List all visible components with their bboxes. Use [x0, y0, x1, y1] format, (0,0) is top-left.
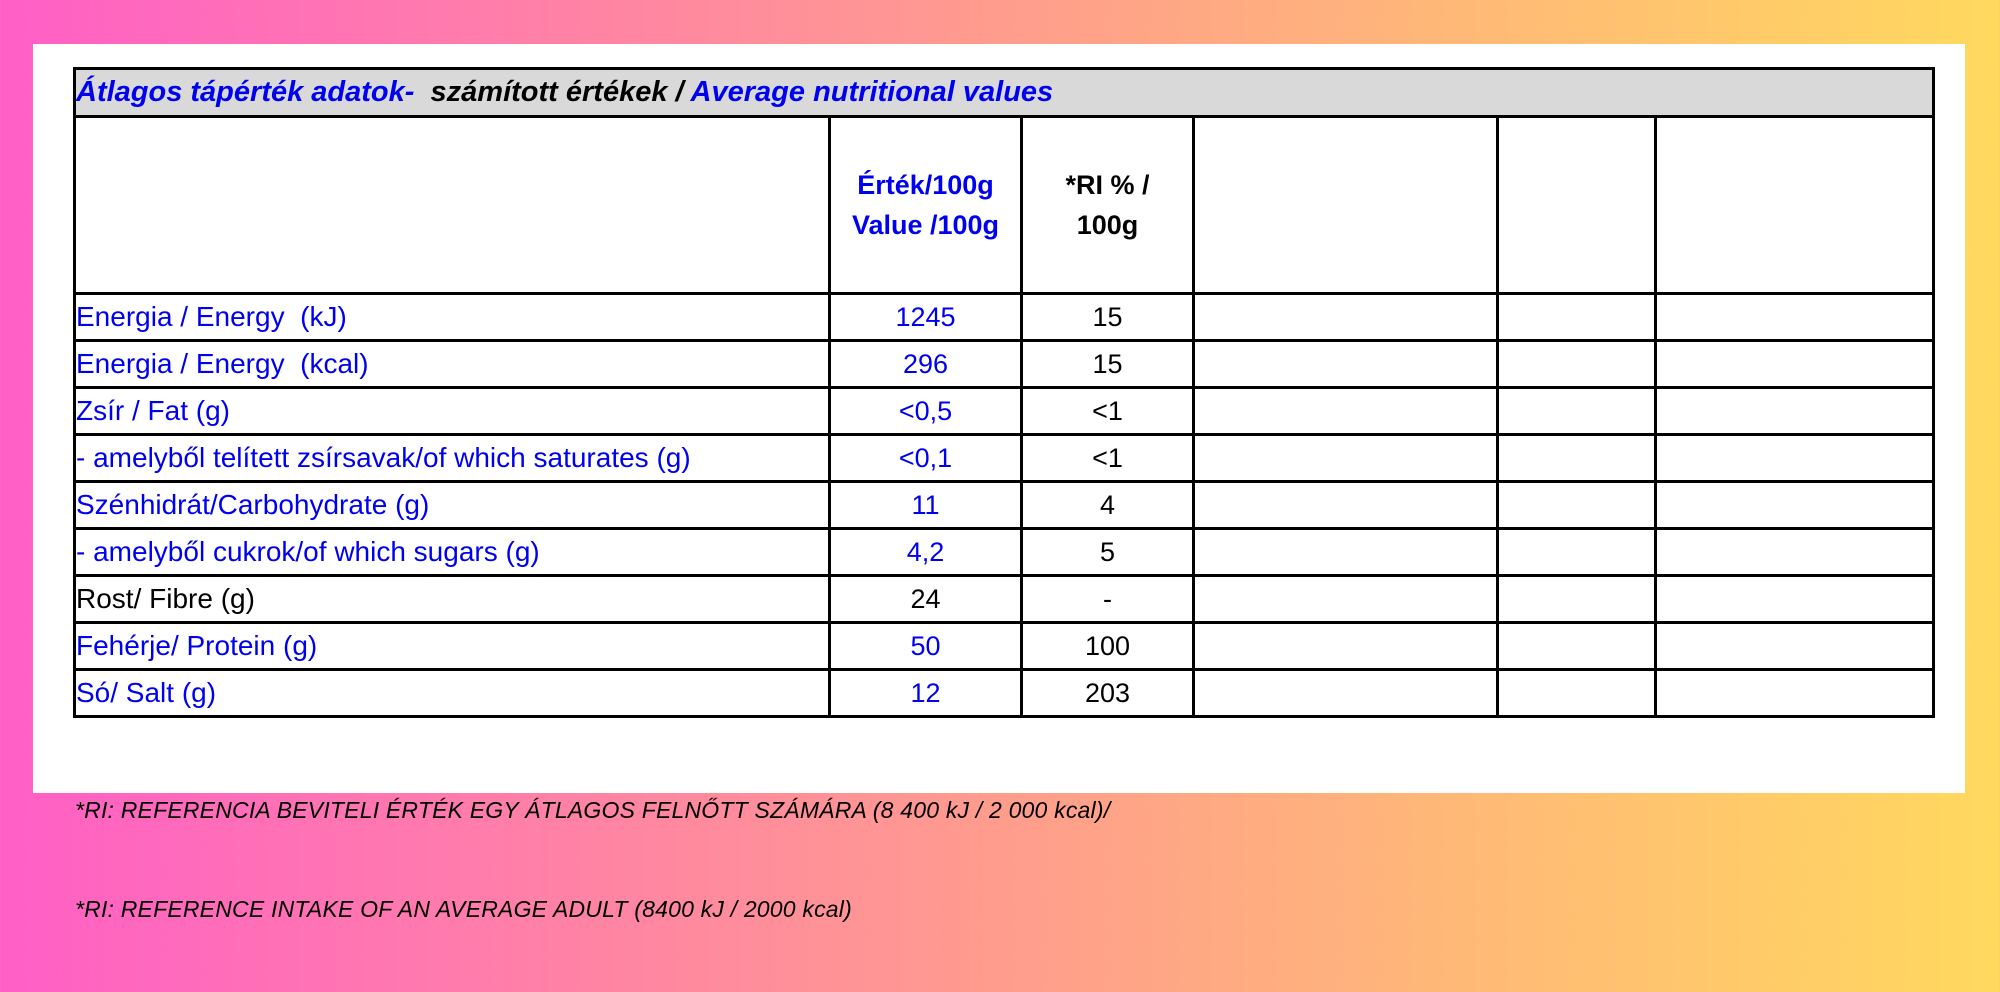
nutrient-label: Energia / Energy (kJ) — [73, 292, 831, 342]
empty-cell — [1496, 386, 1657, 436]
empty-cell — [1653, 292, 1936, 342]
header-value-per-100g: Érték/100g Value /100g — [828, 115, 1023, 295]
title-english: Average nutritional values — [683, 76, 1054, 108]
table-title: Átlagos tápérték adatok- számított érték… — [72, 67, 1936, 118]
title-hungarian: Átlagos tápérték adatok- — [76, 76, 415, 108]
header-empty-cell — [1496, 115, 1657, 295]
nutrient-label: Szénhidrát/Carbohydrate (g) — [73, 480, 831, 530]
nutrient-ri-value: - — [1020, 574, 1195, 624]
header-empty-cell — [73, 115, 831, 295]
nutrient-ri-value: 15 — [1020, 292, 1195, 342]
nutrient-label: Energia / Energy (kcal) — [73, 339, 831, 389]
nutrient-label: - amelyből telített zsírsavak/of which s… — [73, 433, 831, 483]
data-rows-body: Energia / Energy (kJ) 1245 15 Energia / … — [73, 292, 1936, 718]
empty-cell — [1496, 527, 1657, 577]
header-value-line2: Value /100g — [851, 210, 1000, 240]
table-row: Szénhidrát/Carbohydrate (g) 11 4 — [73, 480, 1936, 530]
nutrient-ri-value: <1 — [1020, 386, 1195, 436]
nutrient-value: 24 — [828, 574, 1023, 624]
empty-cell — [1192, 433, 1499, 483]
nutrient-value: 11 — [828, 480, 1023, 530]
empty-cell — [1653, 527, 1936, 577]
empty-cell — [1496, 668, 1657, 718]
empty-cell — [1653, 668, 1936, 718]
title-row: Átlagos tápérték adatok- számított érték… — [72, 67, 1936, 118]
empty-cell — [1496, 339, 1657, 389]
table-row: Rost/ Fibre (g) 24 - — [73, 574, 1936, 624]
footnotes: *RI: REFERENCIA BEVITELI ÉRTÉK EGY ÁTLAG… — [75, 728, 1110, 992]
nutrient-value: 50 — [828, 621, 1023, 671]
table-row: Só/ Salt (g) 12 203 — [73, 668, 1936, 718]
empty-cell — [1496, 621, 1657, 671]
header-value-line1: Érték/100g — [857, 170, 994, 200]
table-row: Energia / Energy (kcal) 296 15 — [73, 339, 1936, 389]
empty-cell — [1192, 480, 1499, 530]
footnote-line-english: *RI: REFERENCE INTAKE OF AN AVERAGE ADUL… — [75, 896, 852, 922]
header-ri-line2: 100g — [1076, 210, 1139, 240]
empty-cell — [1653, 433, 1936, 483]
nutrient-ri-value: 203 — [1020, 668, 1195, 718]
nutrient-value: <0,5 — [828, 386, 1023, 436]
table-row: Fehérje/ Protein (g) 50 100 — [73, 621, 1936, 671]
empty-cell — [1192, 621, 1499, 671]
table-row: Energia / Energy (kJ) 1245 15 — [73, 292, 1936, 342]
document-panel: Átlagos tápérték adatok- számított érték… — [33, 44, 1965, 922]
empty-cell — [1496, 574, 1657, 624]
empty-cell — [1496, 292, 1657, 342]
table-row: - amelyből telített zsírsavak/of which s… — [73, 433, 1936, 483]
empty-cell — [1653, 574, 1936, 624]
nutrient-ri-value: <1 — [1020, 433, 1195, 483]
nutrient-ri-value: 5 — [1020, 527, 1195, 577]
empty-cell — [1653, 386, 1936, 436]
nutrient-value: 296 — [828, 339, 1023, 389]
title-calculated-values: számított értékek / — [414, 76, 684, 108]
empty-cell — [1653, 339, 1936, 389]
empty-cell — [1496, 480, 1657, 530]
empty-cell — [1653, 480, 1936, 530]
empty-cell — [1192, 292, 1499, 342]
nutrient-value: 12 — [828, 668, 1023, 718]
header-ri-line1: *RI % / — [1065, 170, 1150, 200]
nutrient-label: Só/ Salt (g) — [73, 668, 831, 718]
empty-cell — [1192, 386, 1499, 436]
header-empty-cell — [1653, 115, 1936, 295]
empty-cell — [1192, 527, 1499, 577]
nutrient-ri-value: 15 — [1020, 339, 1195, 389]
nutrient-ri-value: 100 — [1020, 621, 1195, 671]
empty-cell — [1192, 574, 1499, 624]
nutrient-ri-value: 4 — [1020, 480, 1195, 530]
empty-cell — [1192, 339, 1499, 389]
header-ri-percent: *RI % / 100g — [1020, 115, 1195, 295]
nutrition-table: Átlagos tápérték adatok- számított érték… — [72, 67, 1936, 718]
table-row: - amelyből cukrok/of which sugars (g) 4,… — [73, 527, 1936, 577]
empty-cell — [1496, 433, 1657, 483]
table-row: Zsír / Fat (g) <0,5 <1 — [73, 386, 1936, 436]
nutrient-label: Zsír / Fat (g) — [73, 386, 831, 436]
empty-cell — [1192, 668, 1499, 718]
nutrient-value: 4,2 — [828, 527, 1023, 577]
empty-cell — [1653, 621, 1936, 671]
page: { "colors": { "blue": "#0000f0", "black"… — [0, 0, 2000, 922]
nutrient-label: - amelyből cukrok/of which sugars (g) — [73, 527, 831, 577]
header-empty-cell — [1192, 115, 1499, 295]
table-body: Átlagos tápérték adatok- számított érték… — [72, 67, 1936, 295]
nutrient-label: Rost/ Fibre (g) — [73, 574, 831, 624]
nutrient-label: Fehérje/ Protein (g) — [73, 621, 831, 671]
footnote-line-hungarian: *RI: REFERENCIA BEVITELI ÉRTÉK EGY ÁTLAG… — [75, 797, 1111, 823]
nutrient-value: <0,1 — [828, 433, 1023, 483]
header-row: Érték/100g Value /100g *RI % / 100g — [73, 115, 1936, 295]
nutrient-value: 1245 — [828, 292, 1023, 342]
